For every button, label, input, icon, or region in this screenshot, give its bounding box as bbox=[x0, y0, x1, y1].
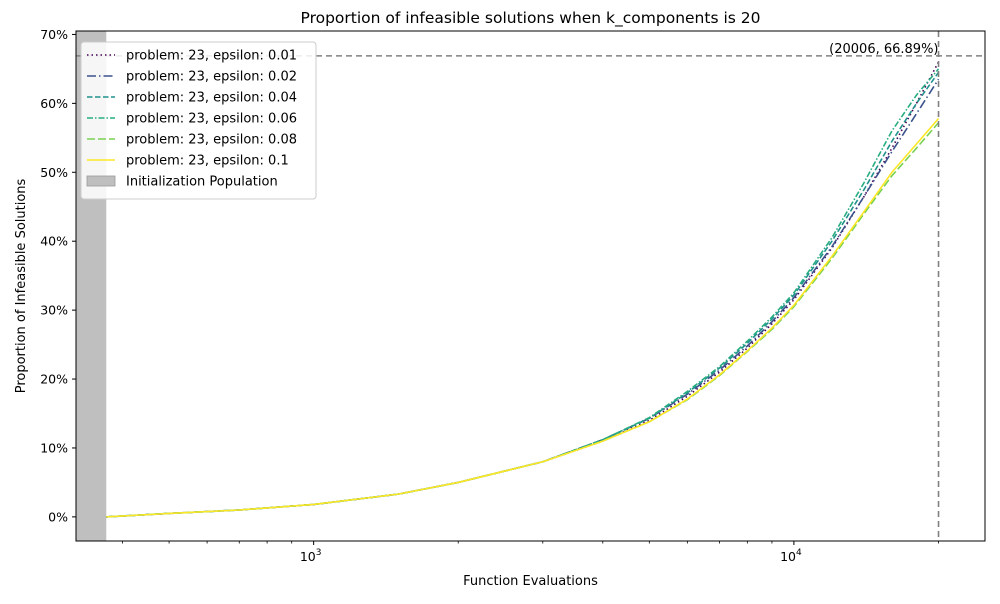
axes-layer: 0% 10% 20% 30% 40% 50% 60% 70% 103 104 bbox=[40, 27, 986, 564]
series-line-3 bbox=[106, 71, 940, 518]
y-tick-label: 10% bbox=[40, 440, 68, 455]
legend-label-3: problem: 23, epsilon: 0.04 bbox=[126, 91, 297, 106]
y-tick-label: 60% bbox=[40, 96, 68, 111]
chart-title: Proportion of infeasible solutions when … bbox=[301, 9, 761, 28]
x-tick-label: 104 bbox=[780, 548, 802, 564]
annotation-label: (20006, 66.89%) bbox=[829, 42, 938, 57]
plot-frame bbox=[75, 30, 986, 542]
legend-swatch-initialization bbox=[86, 175, 116, 187]
legend-label-2: problem: 23, epsilon: 0.02 bbox=[126, 70, 297, 85]
legend-label-4: problem: 23, epsilon: 0.06 bbox=[126, 112, 297, 127]
y-tick-label: 20% bbox=[40, 372, 68, 387]
y-axis-label: Proportion of Infeasible Solutions bbox=[14, 178, 29, 393]
x-axis-label: Function Evaluations bbox=[463, 574, 598, 589]
x-tick-label: 103 bbox=[300, 548, 322, 564]
legend-label-6: problem: 23, epsilon: 0.1 bbox=[126, 154, 289, 169]
legend-label-5: problem: 23, epsilon: 0.08 bbox=[126, 133, 297, 148]
y-tick-label: 30% bbox=[40, 303, 68, 318]
legend-box bbox=[80, 41, 317, 200]
y-tick-label: 70% bbox=[40, 27, 68, 42]
y-tick-label: 0% bbox=[48, 509, 68, 524]
y-tick-label: 50% bbox=[40, 165, 68, 180]
series-layer bbox=[106, 61, 940, 518]
legend-label-initialization: Initialization Population bbox=[126, 175, 278, 190]
series-line-2 bbox=[106, 78, 940, 518]
y-tick-label: 40% bbox=[40, 234, 68, 249]
legend: problem: 23, epsilon: 0.01 problem: 23, e… bbox=[80, 41, 317, 200]
legend-label-1: problem: 23, epsilon: 0.01 bbox=[126, 49, 297, 64]
series-line-6 bbox=[106, 118, 940, 518]
